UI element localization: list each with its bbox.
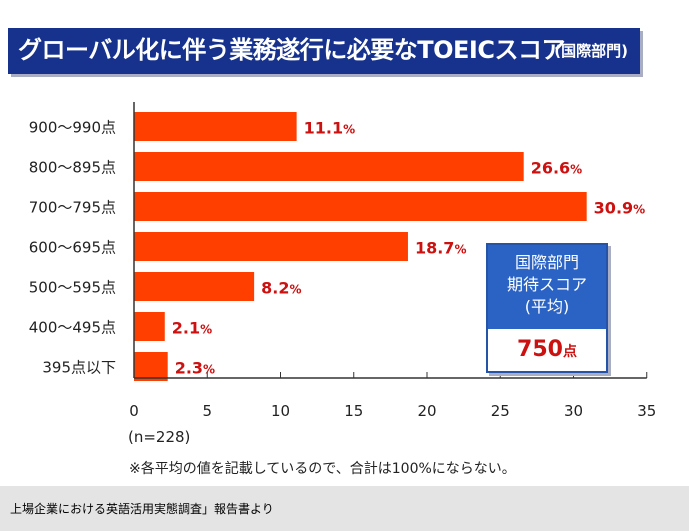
expected-score-unit: 点 (562, 344, 577, 360)
expected-score-box: 国際部門 期待スコア (平均) 750点 (486, 243, 608, 373)
data-label: 11.1% (304, 119, 356, 138)
bar-chart: 900〜990点 11.1% 800〜895点 26.6% 700〜795点 30.9% 6… (29, 102, 656, 446)
expected-score-header: 国際部門 期待スコア (平均) (488, 245, 606, 329)
x-tick-label: 10 (271, 402, 290, 420)
expected-score-value-row: 750点 (488, 329, 606, 362)
data-label: 2.3% (175, 359, 215, 378)
bar (134, 312, 165, 341)
footnote: ※各平均の値を記載しているので、合計は100%にならない。 (129, 461, 516, 477)
title-bar: グローバル化に伴う業務遂行に必要なTOEICスコア (国際部門) (8, 28, 640, 74)
data-label: 30.9% (594, 199, 646, 218)
category-label: 800〜895点 (29, 159, 116, 177)
x-tick-label: 5 (202, 402, 212, 420)
x-axis-label: (n=228) (128, 428, 190, 446)
expected-score-label-2: 期待スコア (506, 275, 587, 294)
x-tick-label: 35 (637, 402, 656, 420)
bar (134, 112, 297, 141)
bar (134, 152, 524, 181)
chart-title: グローバル化に伴う業務遂行に必要なTOEICスコア (18, 36, 565, 64)
category-label: 700〜795点 (29, 199, 116, 217)
x-tick-label: 20 (417, 402, 436, 420)
expected-score-label-3: (平均) (524, 297, 570, 316)
category-label: 395点以下 (42, 359, 116, 377)
bar (134, 192, 587, 221)
category-label: 500〜595点 (29, 279, 116, 297)
data-label: 26.6% (531, 159, 583, 178)
expected-score-value: 750 (517, 337, 563, 362)
data-label: 8.2% (261, 279, 301, 298)
x-tick-label: 0 (129, 402, 139, 420)
chart-subtitle: (国際部門) (554, 42, 628, 60)
source-bar: 上場企業における英語活用実態調査」報告書より (0, 486, 689, 531)
bar (134, 232, 408, 261)
bar (134, 272, 255, 301)
expected-score-label-1: 国際部門 (514, 253, 579, 272)
source-text: 上場企業における英語活用実態調査」報告書より (10, 502, 274, 516)
x-tick-label: 25 (491, 402, 510, 420)
category-label: 900〜990点 (29, 119, 116, 137)
x-tick-label: 30 (564, 402, 583, 420)
category-label: 600〜695点 (29, 239, 116, 257)
data-label: 2.1% (172, 319, 212, 338)
data-label: 18.7% (415, 239, 467, 258)
x-tick-label: 15 (344, 402, 363, 420)
category-label: 400〜495点 (29, 319, 116, 337)
bar (134, 352, 168, 381)
